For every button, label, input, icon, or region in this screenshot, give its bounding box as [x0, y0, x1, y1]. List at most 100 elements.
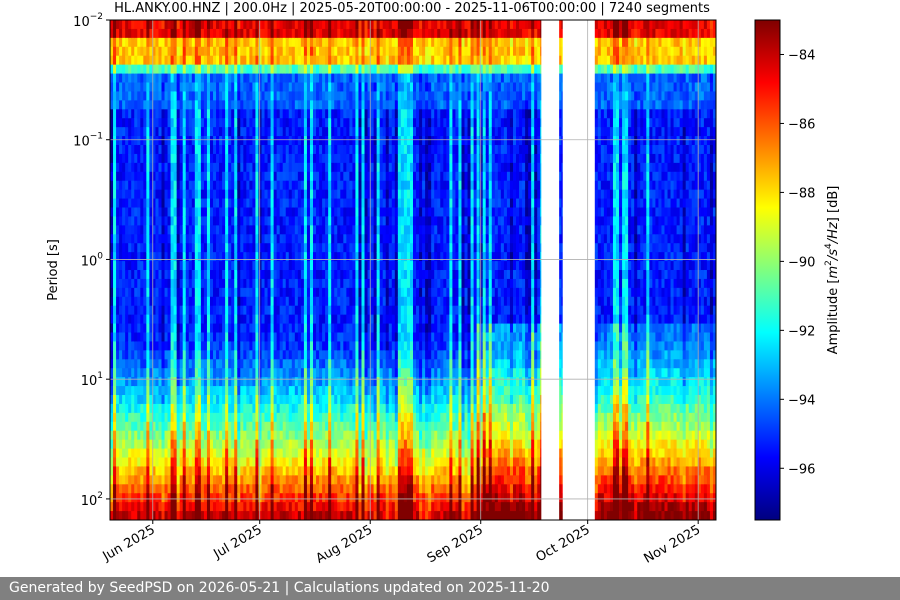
heatmap-cell	[128, 448, 132, 459]
heatmap-cell	[149, 439, 154, 450]
heatmap-cell	[231, 225, 235, 235]
heatmap-cell	[222, 430, 226, 441]
heatmap-cell	[203, 261, 208, 271]
heatmap-cell	[316, 171, 320, 182]
heatmap-cell	[276, 377, 281, 387]
heatmap-cell	[303, 136, 308, 146]
heatmap-cell	[319, 466, 323, 476]
heatmap-cell	[297, 171, 302, 182]
heatmap-cell	[252, 502, 257, 512]
heatmap-cell	[288, 225, 293, 235]
heatmap-cell	[164, 475, 169, 485]
heatmap-cell	[170, 189, 175, 200]
heatmap-cell	[134, 64, 138, 75]
heatmap-cell	[319, 28, 323, 39]
heatmap-cell	[282, 20, 287, 30]
heatmap-cell	[337, 448, 341, 459]
heatmap-cell	[328, 37, 332, 48]
heatmap-cell	[137, 118, 141, 128]
heatmap-cell	[319, 412, 323, 423]
heatmap-cell	[113, 109, 117, 119]
heatmap-cell	[313, 55, 317, 66]
heatmap-cell	[216, 270, 220, 280]
heatmap-cell	[143, 368, 147, 378]
heatmap-cell	[361, 386, 366, 396]
heatmap-cell	[128, 243, 132, 253]
heatmap-cell	[300, 37, 305, 48]
heatmap-cell	[113, 332, 117, 343]
heatmap-cell	[128, 100, 132, 110]
heatmap-cell	[355, 189, 360, 200]
heatmap-cell	[110, 439, 114, 450]
heatmap-cell	[303, 189, 308, 200]
heatmap-cell	[146, 127, 150, 137]
heatmap-cell	[128, 28, 132, 39]
heatmap-cell	[125, 350, 129, 360]
heatmap-cell	[194, 82, 199, 93]
heatmap-cell	[158, 82, 163, 93]
heatmap-cell	[291, 323, 296, 334]
heatmap-cell	[297, 100, 302, 110]
heatmap-cell	[179, 511, 184, 520]
heatmap-cell	[170, 180, 175, 191]
heatmap-cell	[270, 448, 275, 459]
heatmap-cell	[361, 270, 366, 280]
heatmap-cell	[309, 55, 314, 66]
heatmap-cell	[179, 82, 184, 93]
heatmap-cell	[261, 305, 266, 316]
heatmap-cell	[328, 323, 332, 334]
heatmap-cell	[376, 162, 381, 173]
heatmap-cell	[225, 359, 229, 369]
heatmap-cell	[291, 136, 296, 146]
heatmap-cell	[225, 332, 229, 343]
heatmap-cell	[167, 198, 172, 209]
heatmap-cell	[313, 270, 317, 280]
heatmap-cell	[255, 439, 260, 450]
heatmap-cell	[373, 403, 378, 414]
heatmap-cell	[225, 100, 229, 110]
heatmap-cell	[176, 145, 181, 155]
heatmap-cell	[137, 234, 141, 244]
heatmap-cell	[367, 430, 372, 441]
heatmap-cell	[297, 207, 302, 218]
heatmap-cell	[131, 475, 135, 485]
heatmap-cell	[376, 457, 381, 468]
heatmap-cell	[146, 395, 150, 405]
heatmap-cell	[179, 207, 184, 218]
heatmap-cell	[325, 73, 329, 84]
heatmap-cell	[313, 118, 317, 128]
heatmap-cell	[231, 439, 235, 450]
heatmap-cell	[167, 430, 172, 441]
heatmap-cell	[216, 127, 220, 137]
heatmap-cell	[243, 377, 247, 387]
heatmap-cell	[197, 270, 202, 280]
heatmap-cell	[249, 511, 254, 520]
heatmap-cell	[285, 207, 290, 218]
heatmap-cell	[173, 145, 178, 155]
heatmap-cell	[379, 109, 384, 119]
heatmap-cell	[297, 350, 302, 360]
heatmap-cell	[273, 457, 278, 468]
heatmap-cell	[261, 439, 266, 450]
heatmap-cell	[158, 64, 163, 75]
heatmap-cell	[176, 127, 181, 137]
heatmap-cell	[340, 323, 344, 334]
heatmap-cell	[346, 234, 350, 244]
heatmap-cell	[279, 395, 284, 405]
heatmap-cell	[361, 252, 366, 262]
heatmap-cell	[276, 20, 281, 30]
heatmap-cell	[110, 180, 114, 191]
heatmap-cell	[225, 127, 229, 137]
heatmap-cell	[170, 100, 175, 110]
heatmap-cell	[276, 162, 281, 173]
heatmap-cell	[246, 484, 250, 494]
heatmap-cell	[309, 430, 314, 441]
heatmap-cell	[116, 350, 120, 360]
heatmap-cell	[334, 386, 338, 396]
heatmap-cell	[234, 430, 238, 441]
heatmap-cell	[337, 145, 341, 155]
heatmap-cell	[309, 439, 314, 450]
heatmap-cell	[319, 278, 323, 289]
heatmap-cell	[116, 91, 120, 101]
heatmap-cell	[261, 466, 266, 476]
